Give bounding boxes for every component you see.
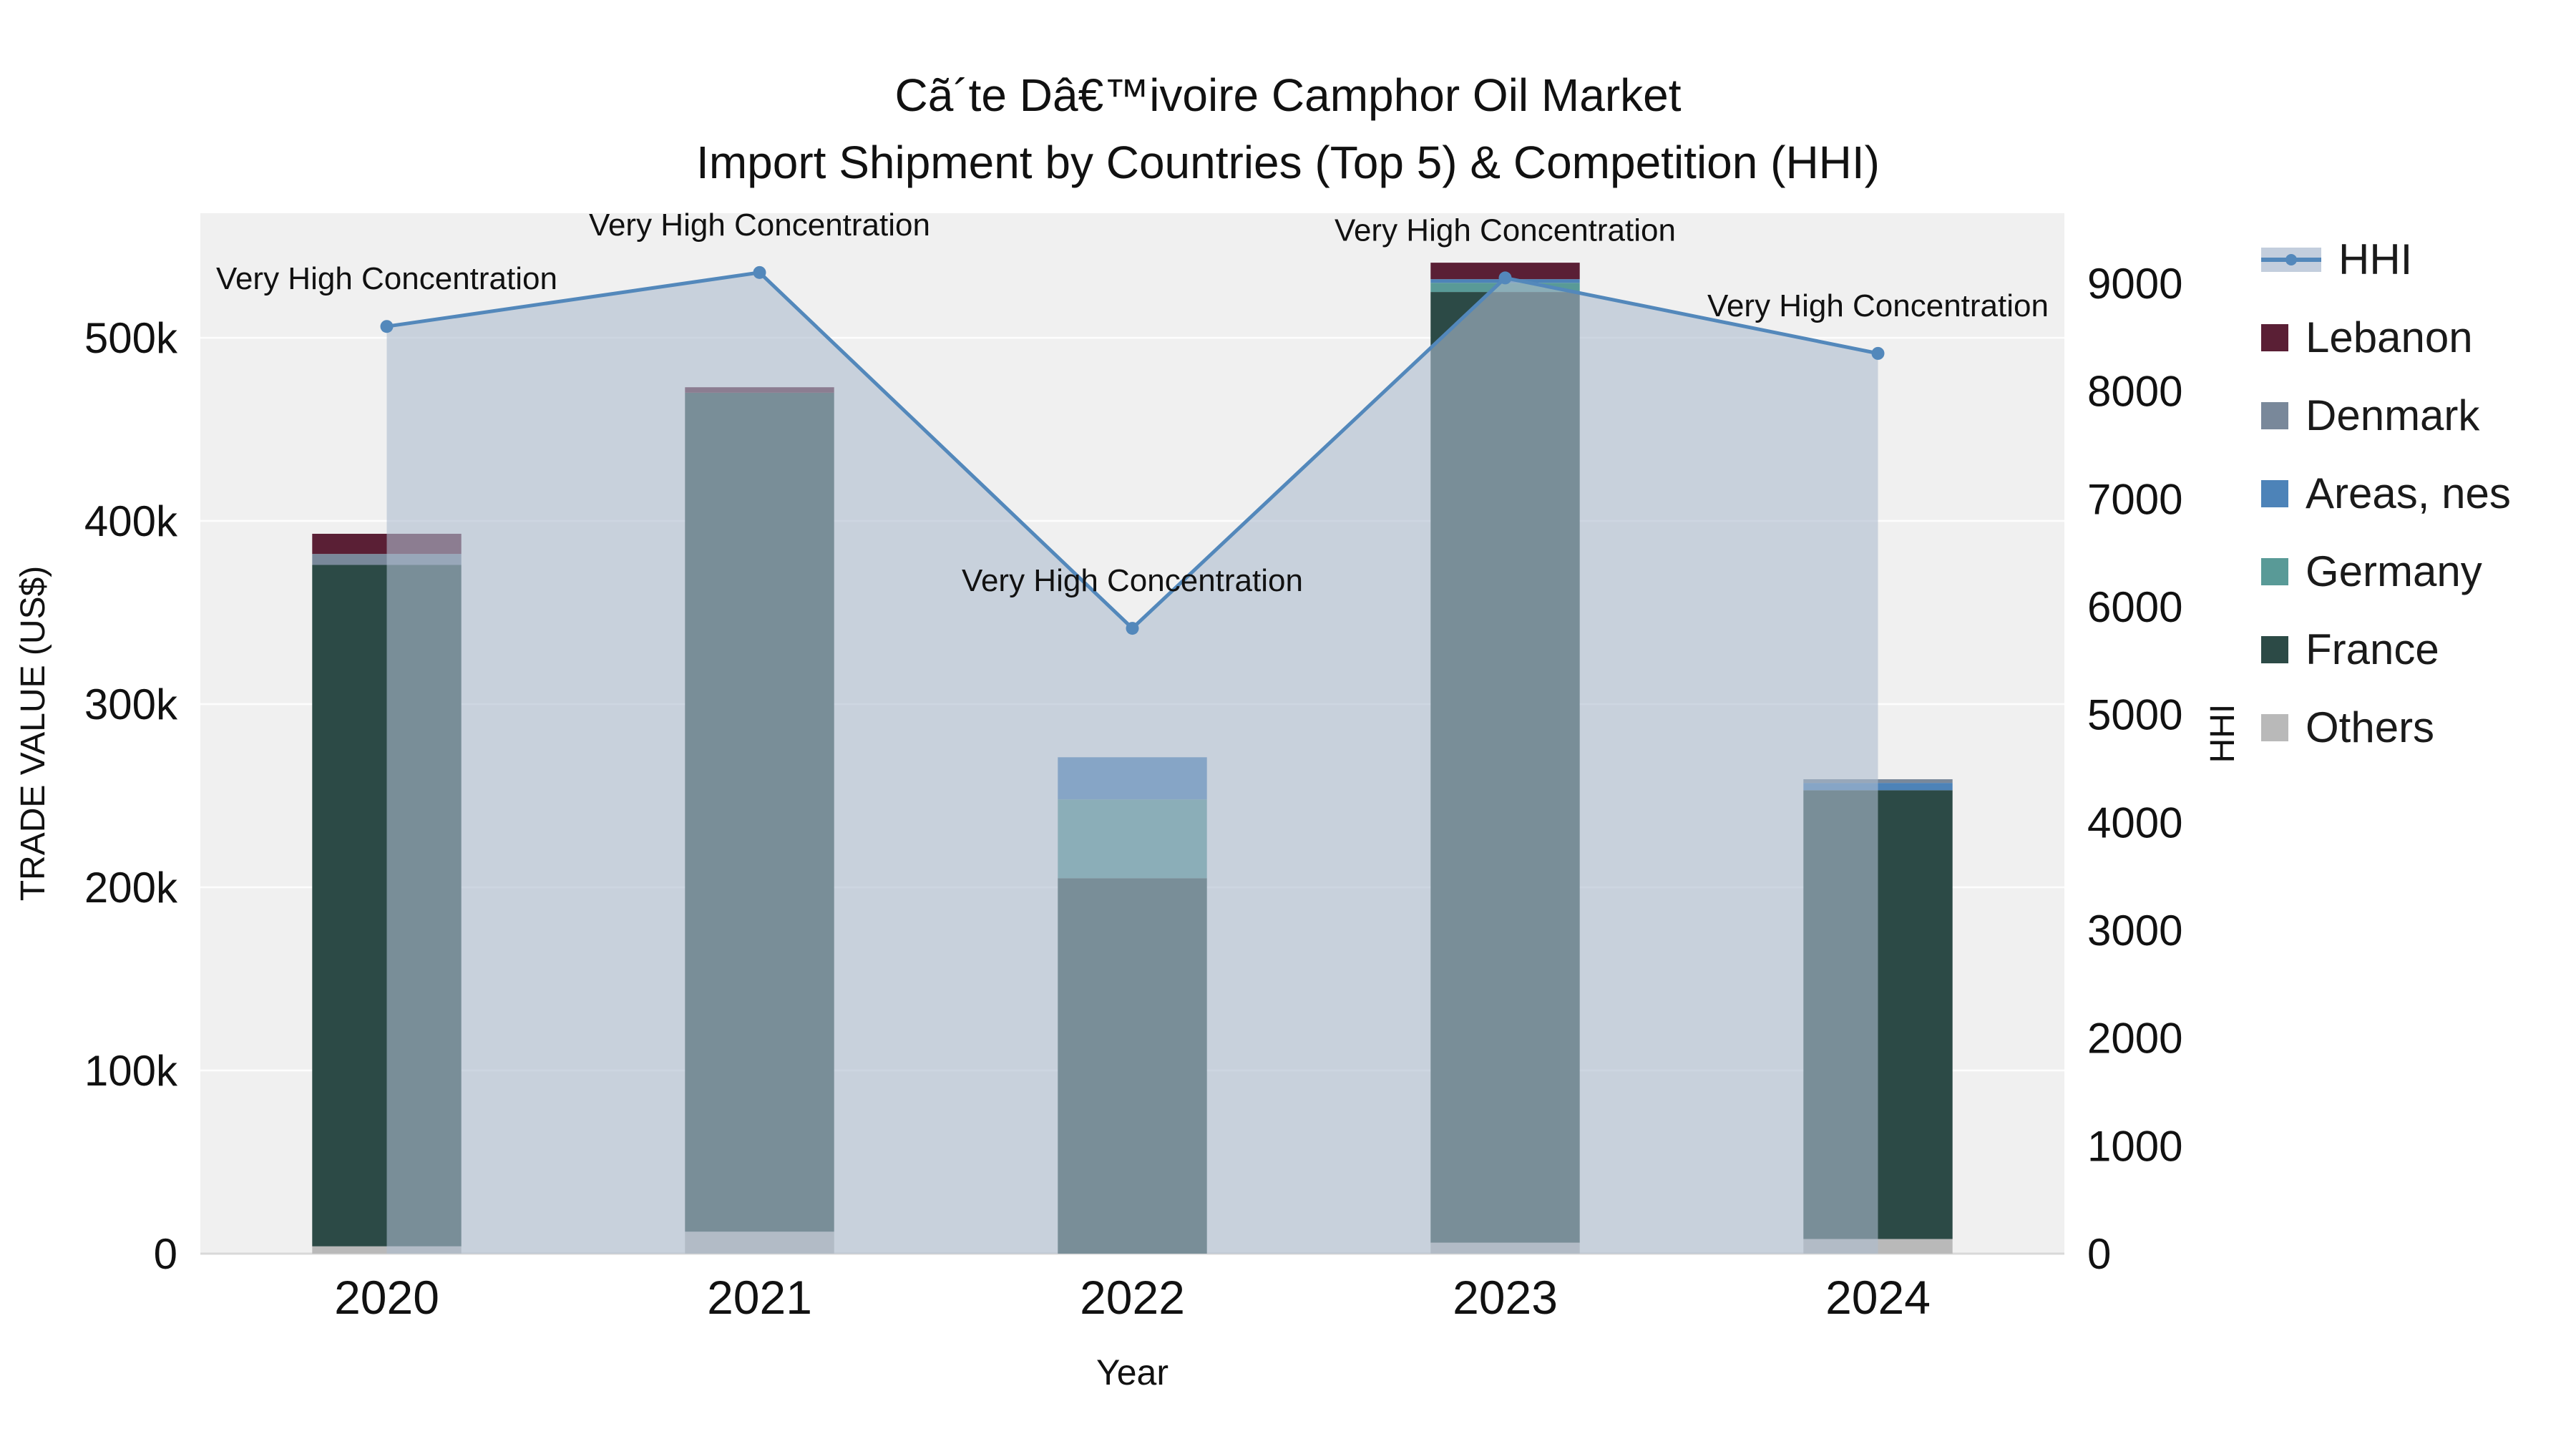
legend-item-france[interactable]: France: [2261, 625, 2511, 674]
hhi-marker-2022: [1126, 622, 1139, 635]
legend-item-hhi[interactable]: HHI: [2261, 235, 2511, 284]
legend-swatch-square: [2261, 401, 2288, 429]
legend-label: Denmark: [2306, 391, 2480, 439]
right-tick-2000: 2000: [2087, 1015, 2182, 1063]
right-tick-0: 0: [2087, 1230, 2111, 1278]
legend-item-germany[interactable]: Germany: [2261, 547, 2511, 596]
right-tick-9000: 9000: [2087, 260, 2182, 308]
right-tick-7000: 7000: [2087, 475, 2182, 523]
annotation-2023: Very High Concentration: [1335, 213, 1676, 248]
legend-label: Areas, nes: [2306, 469, 2511, 517]
legend-label: France: [2306, 625, 2439, 673]
left-tick-200k: 200k: [84, 864, 178, 912]
chart-title-line2: Import Shipment by Countries (Top 5) & C…: [696, 137, 1880, 188]
legend-swatch-square: [2261, 713, 2288, 741]
legend-label: Germany: [2306, 547, 2482, 595]
legend-label: Others: [2306, 703, 2435, 751]
x-tick-2021: 2021: [707, 1271, 812, 1324]
legend-swatch-square: [2261, 635, 2288, 663]
y-axis-title-left: TRADE VALUE (US$): [14, 566, 52, 902]
left-tick-0: 0: [154, 1230, 177, 1278]
right-tick-4000: 4000: [2087, 799, 2182, 847]
legend-swatch-square: [2261, 323, 2288, 351]
right-tick-5000: 5000: [2087, 691, 2182, 739]
hhi-marker-2023: [1498, 271, 1512, 285]
right-tick-3000: 3000: [2087, 907, 2182, 955]
hhi-area: [386, 272, 1878, 1254]
legend-swatch-square: [2261, 479, 2288, 507]
right-tick-1000: 1000: [2087, 1122, 2182, 1170]
legend-marker-sample: [2285, 253, 2297, 265]
hhi-marker-2024: [1871, 346, 1885, 360]
legend-item-lebanon[interactable]: Lebanon: [2261, 313, 2511, 362]
right-tick-8000: 8000: [2087, 368, 2182, 416]
x-tick-2024: 2024: [1825, 1271, 1931, 1324]
legend-label: Lebanon: [2306, 313, 2473, 361]
annotation-2024: Very High Concentration: [1707, 288, 2049, 323]
legend-item-areas-nes[interactable]: Areas, nes: [2261, 469, 2511, 518]
hhi-marker-2021: [753, 265, 766, 279]
chart-title: Cã´te Dâ€™ivoire Camphor Oil Market Impo…: [0, 62, 2576, 196]
x-tick-2020: 2020: [334, 1271, 439, 1324]
annotation-2020: Very High Concentration: [216, 261, 557, 296]
legend-item-denmark[interactable]: Denmark: [2261, 391, 2511, 440]
left-tick-500k: 500k: [84, 314, 178, 362]
left-tick-400k: 400k: [84, 497, 178, 545]
chart-title-line1: Cã´te Dâ€™ivoire Camphor Oil Market: [894, 69, 1682, 121]
bar-segment-lebanon-2023: [1430, 263, 1580, 280]
legend-swatch-square: [2261, 557, 2288, 585]
annotation-2022: Very High Concentration: [962, 563, 1303, 598]
x-axis-title: Year: [1096, 1352, 1169, 1392]
legend-label: HHI: [2338, 235, 2413, 283]
x-tick-2023: 2023: [1453, 1271, 1558, 1324]
right-tick-6000: 6000: [2087, 583, 2182, 631]
legend: HHI Lebanon Denmark Areas, nes Germany France…: [2261, 235, 2511, 752]
annotation-2021: Very High Concentration: [589, 208, 930, 243]
hhi-marker-2020: [380, 320, 394, 333]
x-tick-2022: 2022: [1080, 1271, 1185, 1324]
y-axis-title-right: HHI: [2204, 704, 2242, 763]
legend-item-others[interactable]: Others: [2261, 703, 2511, 752]
left-tick-100k: 100k: [84, 1047, 178, 1095]
left-tick-300k: 300k: [84, 680, 178, 728]
legend-swatch-line: [2261, 247, 2321, 272]
